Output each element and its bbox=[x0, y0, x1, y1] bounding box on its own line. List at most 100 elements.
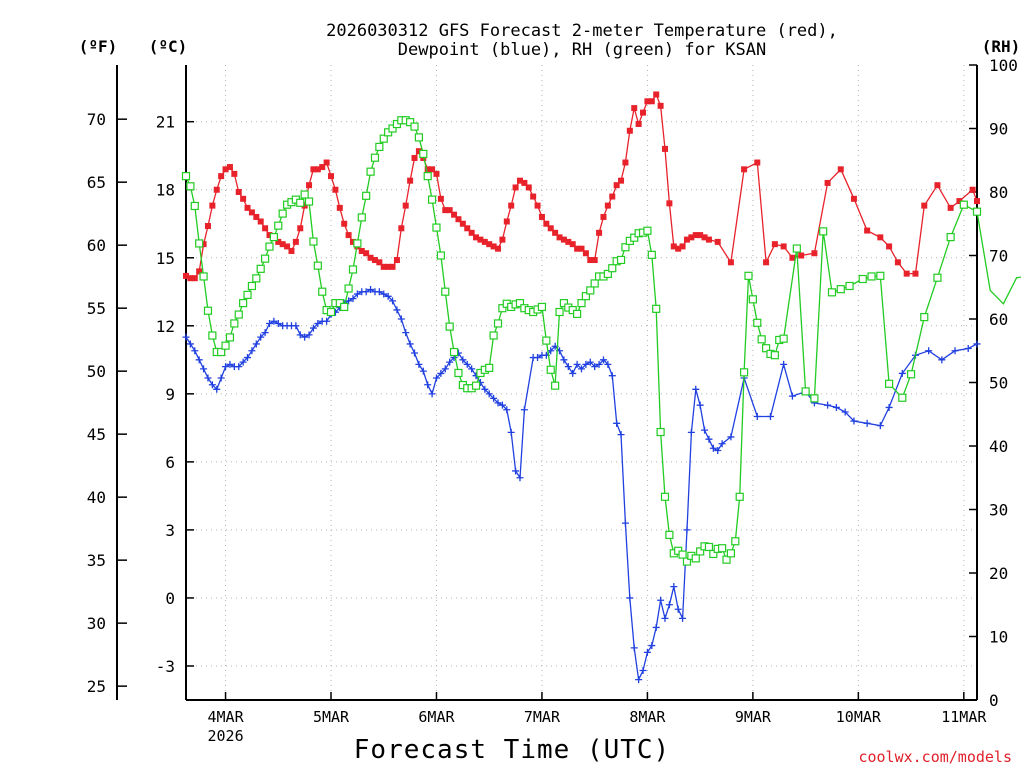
data-point bbox=[366, 167, 375, 176]
data-point bbox=[635, 676, 643, 684]
data-series bbox=[181, 91, 1021, 684]
data-point bbox=[402, 202, 409, 209]
data-point bbox=[225, 333, 235, 342]
data-point bbox=[705, 236, 712, 243]
data-point bbox=[261, 254, 270, 263]
data-point bbox=[411, 154, 418, 161]
data-point bbox=[824, 179, 831, 186]
data-point bbox=[688, 234, 695, 241]
data-point bbox=[837, 166, 844, 173]
data-point bbox=[573, 309, 582, 319]
rh-tick-label: 40 bbox=[989, 437, 1008, 456]
data-point bbox=[683, 526, 691, 534]
data-point bbox=[370, 153, 380, 162]
data-point bbox=[200, 365, 208, 373]
data-point bbox=[864, 227, 871, 234]
rh-tick-label: 100 bbox=[989, 56, 1018, 75]
rh-tick-label: 20 bbox=[989, 564, 1008, 583]
data-point bbox=[617, 431, 625, 439]
data-point bbox=[495, 245, 502, 252]
data-point bbox=[265, 242, 274, 251]
x-axis-label: Forecast Time (UTC) bbox=[354, 735, 670, 765]
celsius-unit-label: (ºC) bbox=[149, 37, 188, 56]
data-point bbox=[718, 440, 726, 448]
celsius-tick-label: 21 bbox=[156, 113, 175, 132]
data-point bbox=[696, 401, 704, 409]
data-point bbox=[341, 220, 348, 227]
data-point bbox=[770, 351, 779, 360]
rh-tick-label: 80 bbox=[989, 183, 1008, 202]
data-point bbox=[226, 164, 233, 171]
data-point bbox=[596, 229, 603, 236]
data-point bbox=[947, 204, 954, 211]
data-point bbox=[490, 394, 498, 402]
data-point bbox=[301, 333, 309, 341]
data-point bbox=[621, 519, 629, 527]
data-point bbox=[429, 166, 436, 173]
data-point bbox=[301, 202, 308, 209]
data-point bbox=[494, 399, 502, 407]
data-point bbox=[938, 356, 946, 364]
data-point bbox=[608, 372, 616, 380]
data-point bbox=[810, 394, 819, 403]
data-point bbox=[595, 360, 603, 368]
data-point bbox=[643, 226, 652, 235]
data-point bbox=[682, 557, 692, 566]
data-point bbox=[432, 374, 440, 382]
data-point bbox=[512, 184, 519, 191]
data-point bbox=[683, 236, 690, 243]
data-point bbox=[666, 200, 673, 207]
fahrenheit-tick-label: 30 bbox=[87, 614, 106, 633]
data-point bbox=[925, 347, 933, 355]
data-point bbox=[630, 233, 639, 242]
data-point bbox=[433, 170, 440, 177]
data-point bbox=[230, 319, 239, 328]
data-point bbox=[217, 347, 226, 357]
data-point bbox=[464, 225, 471, 232]
data-point bbox=[262, 225, 269, 232]
data-point bbox=[415, 148, 422, 155]
data-point bbox=[547, 225, 554, 232]
data-point bbox=[507, 428, 515, 436]
data-point bbox=[376, 259, 383, 266]
data-point bbox=[292, 238, 299, 245]
data-point bbox=[771, 241, 778, 248]
data-point bbox=[920, 312, 929, 322]
data-point bbox=[248, 347, 256, 355]
data-point bbox=[643, 648, 651, 656]
data-point bbox=[603, 269, 612, 279]
data-point bbox=[670, 243, 677, 250]
data-point bbox=[288, 247, 295, 254]
data-point bbox=[788, 392, 796, 400]
data-point bbox=[692, 232, 699, 239]
data-point bbox=[560, 236, 567, 243]
data-point bbox=[436, 251, 445, 260]
data-point bbox=[463, 360, 471, 368]
data-point bbox=[696, 547, 705, 556]
data-point bbox=[203, 306, 213, 315]
time-tick-label: 7MAR bbox=[524, 708, 561, 726]
data-point bbox=[481, 238, 488, 245]
data-point bbox=[213, 385, 221, 393]
data-point bbox=[432, 223, 441, 232]
data-point bbox=[858, 274, 867, 284]
data-point bbox=[375, 288, 383, 296]
data-point bbox=[577, 299, 586, 308]
data-point bbox=[586, 358, 594, 366]
data-point bbox=[424, 166, 431, 173]
data-point bbox=[709, 549, 718, 559]
data-point bbox=[278, 209, 287, 218]
celsius-tick-label: 3 bbox=[165, 521, 175, 540]
data-point bbox=[428, 390, 436, 398]
data-point bbox=[876, 271, 885, 280]
data-point bbox=[486, 241, 493, 248]
data-point bbox=[415, 360, 423, 368]
data-point bbox=[687, 428, 695, 436]
data-point bbox=[726, 549, 736, 558]
data-point bbox=[446, 207, 453, 214]
data-point bbox=[393, 306, 401, 314]
data-point bbox=[850, 195, 857, 202]
data-point bbox=[274, 320, 282, 328]
fahrenheit-tick-label: 70 bbox=[87, 110, 106, 129]
time-tick-label: 9MAR bbox=[735, 708, 772, 726]
